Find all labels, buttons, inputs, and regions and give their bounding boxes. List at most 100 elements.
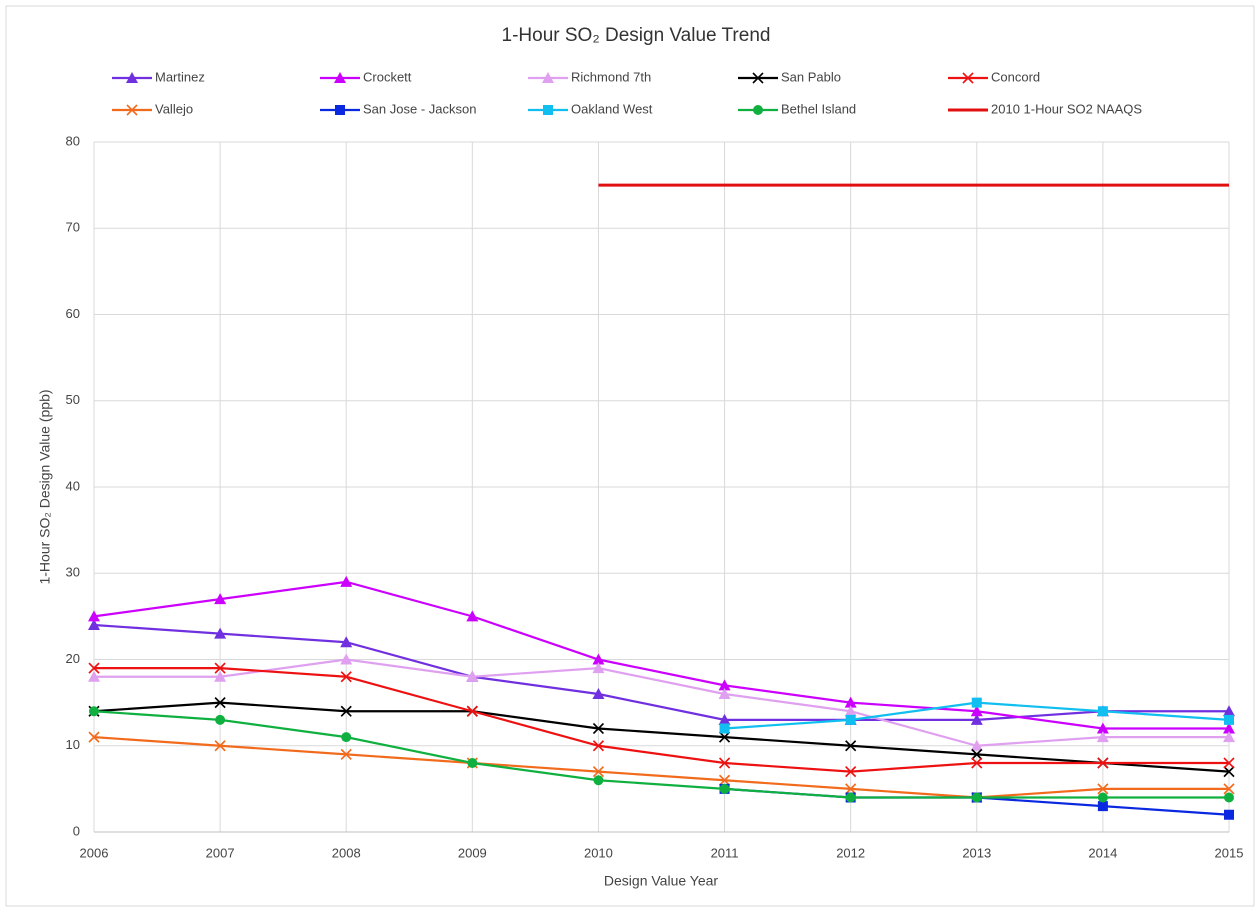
series-line: [93, 736, 1229, 799]
marker: [334, 72, 346, 83]
marker: [1097, 706, 1108, 717]
marker: [592, 653, 605, 665]
marker: [592, 662, 605, 674]
marker: [215, 714, 226, 725]
marker: [214, 627, 227, 639]
marker: [126, 104, 138, 116]
series-line: [93, 580, 1229, 730]
marker: [592, 722, 605, 735]
marker: [719, 783, 730, 794]
marker: [1097, 783, 1109, 795]
marker: [214, 662, 226, 674]
legend-label: San Jose - Jackson: [363, 101, 476, 116]
series-line: [93, 710, 1229, 799]
y-tick-label: 0: [73, 823, 80, 838]
legend-label: Concord: [991, 69, 1040, 84]
legend-label: Vallejo: [155, 101, 193, 116]
marker: [845, 714, 856, 725]
marker: [1097, 792, 1108, 803]
y-tick-label: 30: [66, 565, 80, 580]
marker: [752, 72, 764, 84]
marker: [1223, 705, 1235, 717]
x-tick-label: 2008: [332, 845, 361, 860]
marker: [718, 731, 731, 743]
y-tick-label: 50: [66, 392, 80, 407]
marker: [845, 783, 857, 795]
marker: [88, 731, 100, 743]
legend-item: Concord: [948, 69, 1040, 84]
legend-item: Bethel Island: [738, 101, 856, 116]
legend-label: Richmond 7th: [571, 69, 651, 84]
y-tick-label: 70: [66, 220, 80, 235]
y-tick-label: 10: [66, 737, 80, 752]
marker: [718, 688, 731, 699]
marker: [340, 575, 353, 587]
marker: [1223, 766, 1235, 778]
marker: [718, 757, 731, 769]
marker: [467, 758, 478, 768]
series-line: [94, 667, 1229, 773]
x-tick-label: 2006: [80, 845, 109, 860]
marker: [126, 72, 138, 83]
y-tick-label: 80: [66, 133, 80, 148]
chart-border: [5, 5, 1255, 907]
marker: [970, 713, 983, 725]
x-tick-label: 2015: [1215, 845, 1244, 860]
marker: [1223, 731, 1235, 743]
x-tick-label: 2010: [584, 845, 613, 860]
marker: [844, 696, 857, 708]
marker: [88, 662, 100, 674]
marker: [753, 105, 763, 115]
y-tick-label: 20: [66, 651, 80, 666]
series-line: [93, 623, 1229, 721]
marker: [971, 697, 982, 708]
legend-item: Crockett: [320, 69, 412, 84]
legend-label: Bethel Island: [781, 101, 856, 116]
marker: [971, 792, 982, 803]
marker: [718, 774, 731, 786]
marker: [214, 593, 227, 605]
marker: [88, 610, 100, 622]
marker: [719, 723, 730, 734]
legend-label: 2010 1-Hour SO2 NAAQS: [991, 101, 1142, 116]
marker: [466, 670, 479, 682]
marker: [971, 757, 983, 769]
marker: [844, 705, 857, 717]
marker: [340, 636, 353, 648]
series-line: [93, 701, 1230, 773]
marker: [466, 610, 479, 622]
marker: [1097, 801, 1108, 812]
legend-item: 2010 1-Hour SO2 NAAQS: [948, 101, 1142, 116]
marker: [466, 705, 478, 717]
x-tick-label: 2013: [962, 845, 991, 860]
marker: [340, 671, 352, 683]
marker: [214, 670, 227, 682]
marker: [718, 713, 731, 725]
y-axis-title: 1-Hour SO₂ Design Value (ppb): [37, 389, 53, 584]
x-axis-title: Design Value Year: [604, 873, 718, 889]
legend-label: San Pablo: [781, 69, 841, 84]
marker: [543, 105, 553, 115]
marker: [962, 72, 974, 84]
marker: [593, 775, 604, 786]
marker: [1223, 783, 1235, 795]
x-tick-label: 2012: [836, 845, 865, 860]
marker: [971, 748, 983, 760]
y-tick-label: 60: [66, 306, 80, 321]
marker: [1224, 714, 1234, 725]
marker: [1096, 731, 1109, 743]
marker: [592, 740, 605, 752]
marker: [1223, 722, 1235, 734]
marker: [845, 740, 857, 752]
marker: [1096, 722, 1109, 734]
marker: [88, 670, 100, 682]
marker: [341, 732, 352, 743]
x-tick-label: 2009: [458, 845, 487, 860]
chart-title: 1-Hour SO₂ Design Value Trend: [502, 25, 771, 46]
series-line: [94, 658, 1229, 747]
marker: [1224, 809, 1234, 820]
marker: [592, 688, 605, 699]
legend-label: Martinez: [155, 69, 205, 84]
x-tick-label: 2011: [711, 845, 739, 860]
